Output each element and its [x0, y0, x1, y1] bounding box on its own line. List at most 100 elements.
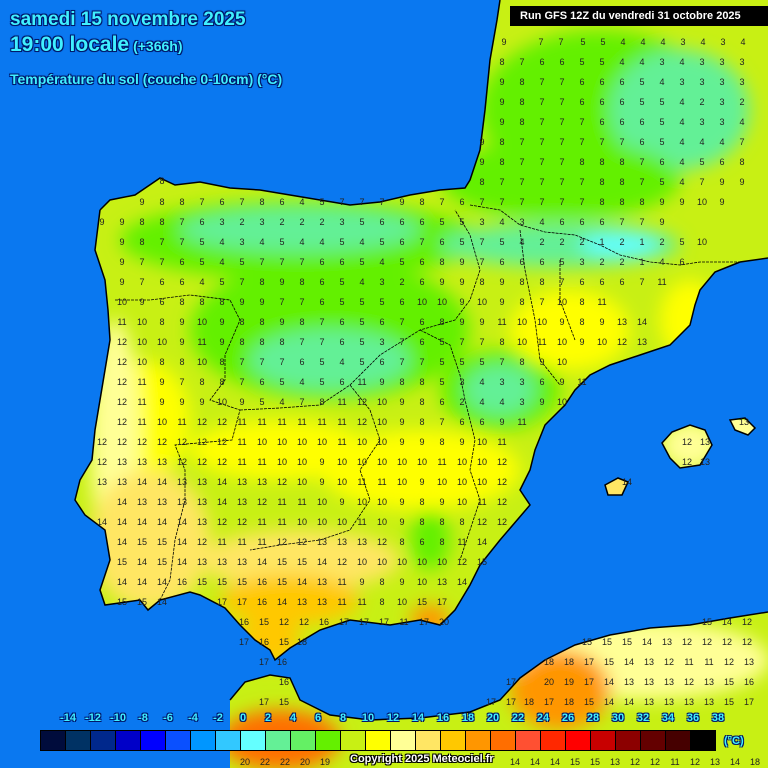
grid-value: 4 [499, 397, 505, 407]
grid-value: 12 [336, 557, 348, 567]
grid-value: 3 [379, 277, 385, 287]
grid-value: 20 [239, 757, 251, 767]
grid-value: 9 [399, 497, 405, 507]
grid-value: 14 [476, 537, 488, 547]
legend-tick-label: 8 [339, 712, 347, 724]
grid-value: 13 [136, 457, 148, 467]
grid-value: 8 [499, 137, 505, 147]
grid-value: 11 [357, 597, 367, 607]
legend-swatch [316, 731, 341, 750]
grid-value: 5 [580, 37, 586, 47]
grid-value: 7 [619, 217, 625, 227]
grid-value: 2 [319, 217, 325, 227]
legend-tick-label: 36 [686, 712, 700, 724]
grid-value: 13 [196, 517, 208, 527]
grid-value: 22 [279, 757, 291, 767]
grid-value: 2 [619, 237, 625, 247]
legend-tick-label: 10 [361, 712, 375, 724]
legend-swatch [166, 731, 191, 750]
grid-value: 13 [236, 557, 248, 567]
run-info-banner: Run GFS 12Z du vendredi 31 octobre 2025 [510, 6, 768, 26]
grid-value: 10 [376, 497, 388, 507]
grid-value: 22 [259, 757, 271, 767]
grid-value: 16 [256, 577, 268, 587]
grid-value: 13 [316, 577, 328, 587]
grid-value: 13 [661, 637, 673, 647]
grid-value: 8 [439, 437, 445, 447]
grid-value: 14 [136, 517, 148, 527]
grid-value: 4 [359, 277, 365, 287]
legend-swatch [416, 731, 441, 750]
grid-value: 8 [599, 157, 605, 167]
grid-value: 4 [479, 377, 485, 387]
grid-value: 7 [259, 357, 265, 367]
grid-value: 18 [563, 657, 575, 667]
grid-value: 10 [436, 557, 448, 567]
grid-value: 16 [276, 657, 288, 667]
grid-value: 11 [357, 377, 367, 387]
grid-value: 4 [479, 397, 485, 407]
grid-value: 7 [559, 77, 565, 87]
grid-value: 3 [239, 237, 245, 247]
legend-swatch [391, 731, 416, 750]
grid-value: 13 [683, 697, 695, 707]
legend-swatch [691, 731, 715, 750]
grid-value: 13 [663, 677, 675, 687]
grid-value: 8 [419, 197, 425, 207]
grid-value: 9 [419, 477, 425, 487]
legend-swatch [616, 731, 641, 750]
grid-value: 8 [579, 317, 585, 327]
grid-value: 5 [639, 97, 645, 107]
grid-value: 9 [179, 337, 185, 347]
grid-value: 7 [259, 257, 265, 267]
grid-value: 5 [659, 177, 665, 187]
grid-value: 11 [297, 497, 307, 507]
grid-value: 10 [696, 197, 708, 207]
grid-value: 5 [339, 297, 345, 307]
grid-value: 9 [399, 437, 405, 447]
grid-value: 3 [579, 257, 585, 267]
grid-value: 8 [379, 597, 385, 607]
grid-value: 3 [720, 37, 726, 47]
grid-value: 14 [216, 497, 228, 507]
grid-value: 9 [539, 397, 545, 407]
grid-value: 9 [559, 317, 565, 327]
grid-value: 11 [337, 417, 347, 427]
grid-value: 3 [739, 57, 745, 67]
grid-value: 13 [663, 697, 675, 707]
legend-swatch [541, 731, 566, 750]
legend-swatch [216, 731, 241, 750]
grid-value: 12 [256, 497, 268, 507]
grid-value: 8 [399, 377, 405, 387]
grid-value: 3 [699, 57, 705, 67]
grid-value: 13 [236, 497, 248, 507]
legend-swatch [441, 731, 466, 750]
grid-value: 6 [659, 157, 665, 167]
grid-value: 14 [116, 497, 128, 507]
grid-value: 7 [739, 137, 745, 147]
grid-value: 6 [599, 217, 605, 227]
grid-value: 15 [216, 577, 228, 587]
grid-value: 2 [459, 397, 465, 407]
grid-value: 13 [703, 697, 715, 707]
grid-value: 5 [379, 297, 385, 307]
grid-value: 9 [199, 397, 205, 407]
legend-swatch [366, 731, 391, 750]
grid-value: 7 [539, 197, 545, 207]
grid-value: 2 [599, 257, 605, 267]
grid-value: 12 [156, 437, 168, 447]
grid-value: 18 [296, 637, 308, 647]
grid-value: 7 [239, 357, 245, 367]
grid-value: 11 [257, 537, 267, 547]
grid-value: 10 [396, 597, 408, 607]
grid-value: 14 [721, 617, 733, 627]
grid-value: 3 [499, 377, 505, 387]
grid-value: 15 [258, 617, 270, 627]
grid-value: 14 [623, 697, 635, 707]
grid-value: 6 [459, 417, 465, 427]
grid-value: 7 [179, 217, 185, 227]
grid-value: 12 [456, 557, 468, 567]
legend-swatch [266, 731, 291, 750]
grid-value: 13 [136, 497, 148, 507]
